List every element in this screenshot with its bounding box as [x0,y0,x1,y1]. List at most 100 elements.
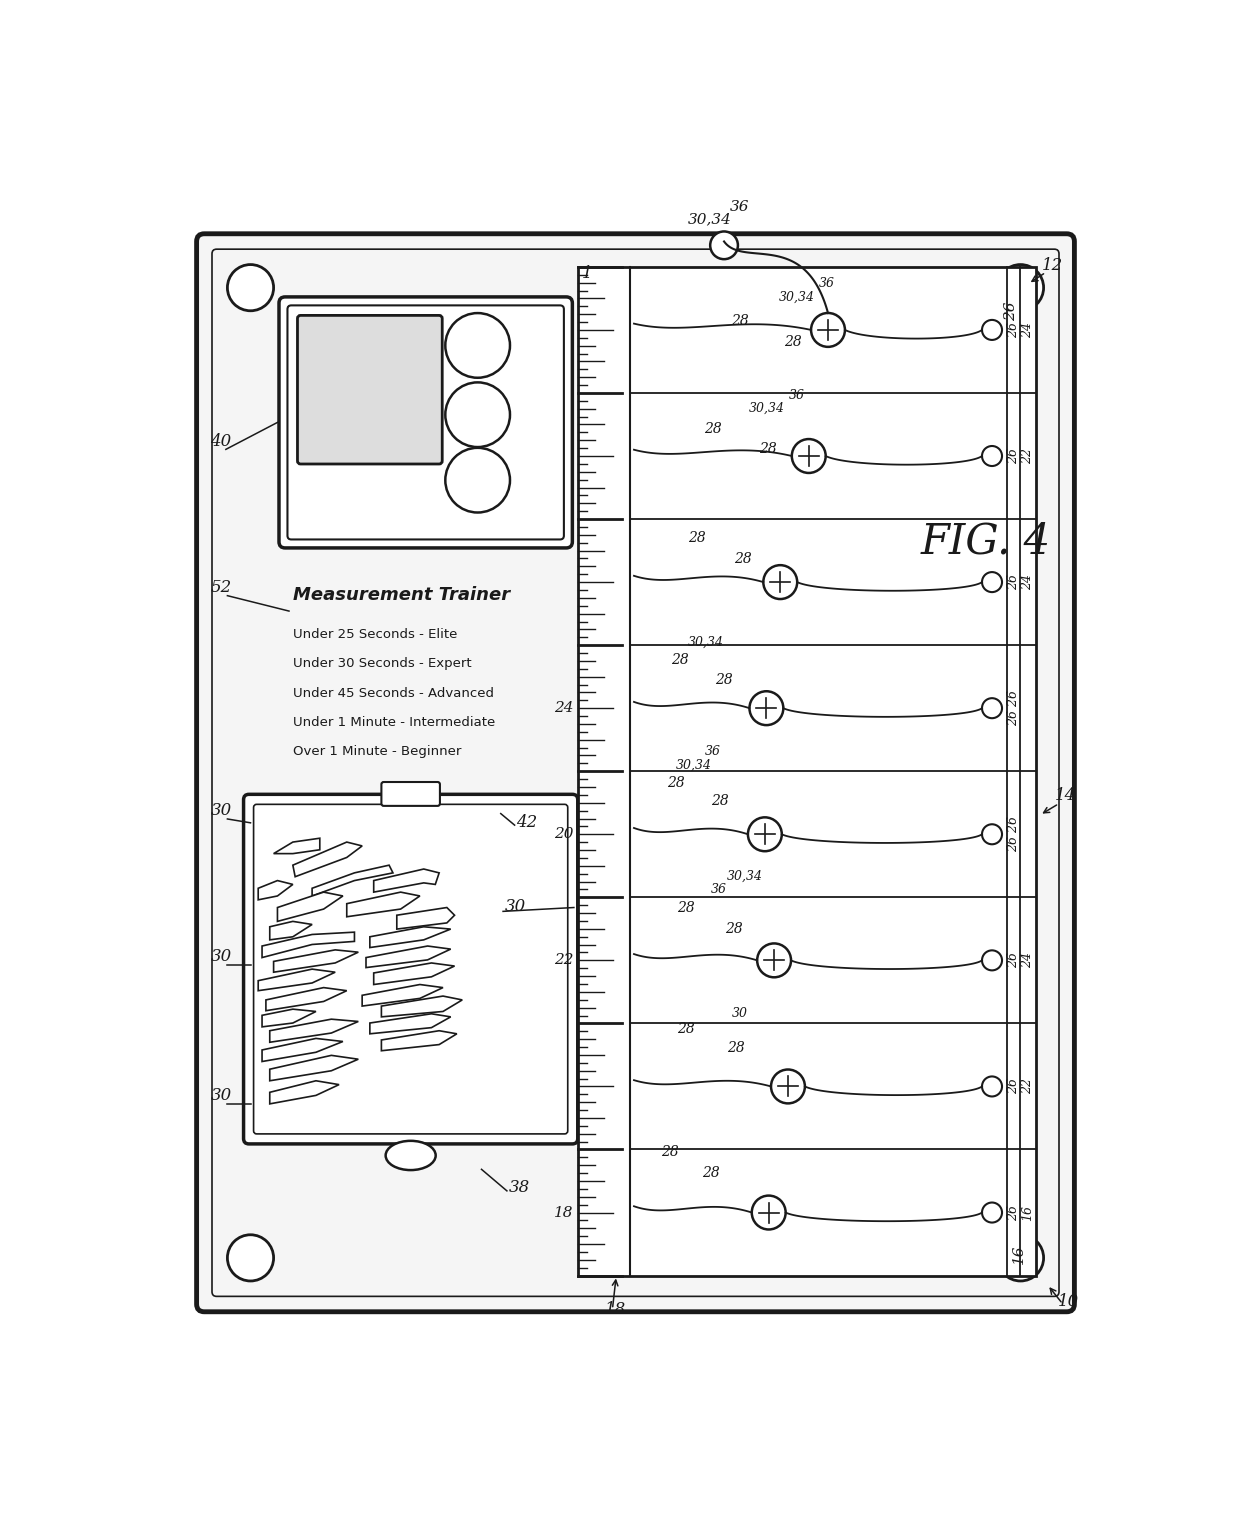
Polygon shape [382,1030,456,1050]
Text: 36: 36 [789,389,805,403]
FancyBboxPatch shape [243,795,578,1144]
Polygon shape [312,865,393,896]
Polygon shape [270,1055,358,1081]
Text: 28: 28 [734,553,753,566]
Polygon shape [373,963,455,984]
Text: 12: 12 [1042,257,1064,274]
Text: 30,34: 30,34 [688,637,724,649]
Text: FIG. 4: FIG. 4 [920,521,1050,562]
Circle shape [997,265,1044,311]
Text: 22: 22 [1021,449,1034,464]
Text: 36: 36 [729,199,749,214]
Circle shape [445,312,510,378]
Text: 28: 28 [715,674,733,687]
Text: 30,34: 30,34 [779,291,815,305]
Bar [578,266,1035,1275]
Text: 40: 40 [211,433,232,450]
Circle shape [982,1202,1002,1223]
Polygon shape [270,922,312,940]
Text: 42: 42 [516,813,537,831]
Text: 18: 18 [554,1205,574,1220]
Text: 26: 26 [1007,1205,1021,1220]
Text: 1: 1 [582,265,593,282]
Text: 16: 16 [1021,1205,1034,1220]
Circle shape [764,565,797,599]
Polygon shape [262,1038,343,1061]
Text: 30: 30 [211,802,232,819]
Polygon shape [362,984,443,1006]
Text: 28: 28 [677,1023,694,1036]
Text: Over 1 Minute - Beginner: Over 1 Minute - Beginner [293,746,461,758]
Text: 26 26: 26 26 [1007,816,1021,853]
Text: 26: 26 [1007,1078,1021,1095]
Circle shape [982,1076,1002,1096]
Text: 28: 28 [785,335,802,349]
Polygon shape [270,1020,358,1043]
Text: 38: 38 [508,1179,529,1196]
Text: 26: 26 [1004,302,1018,320]
Text: 28: 28 [667,776,684,790]
Text: 28: 28 [703,421,722,436]
Circle shape [982,320,1002,340]
Circle shape [982,824,1002,844]
Polygon shape [258,880,293,900]
Circle shape [982,698,1002,718]
Text: 24: 24 [554,701,574,715]
Circle shape [758,943,791,977]
Text: 28: 28 [730,314,748,328]
Text: Under 30 Seconds - Expert: Under 30 Seconds - Expert [293,657,471,671]
Polygon shape [397,908,455,929]
Text: 22: 22 [554,954,574,968]
Text: 30,34: 30,34 [749,403,785,415]
Polygon shape [370,926,450,948]
Text: 28: 28 [688,531,706,545]
Circle shape [997,1236,1044,1281]
Circle shape [751,1196,786,1229]
Text: 26: 26 [1007,322,1021,338]
Text: 28: 28 [759,442,776,456]
Text: 30: 30 [211,948,232,966]
Text: 26: 26 [1007,449,1021,464]
Polygon shape [278,893,343,922]
Polygon shape [347,893,420,917]
FancyBboxPatch shape [298,315,443,464]
Text: 28: 28 [727,1041,744,1055]
Circle shape [711,231,738,259]
Text: 30: 30 [211,1087,232,1104]
Text: 24: 24 [1021,574,1034,589]
Text: Under 1 Minute - Intermediate: Under 1 Minute - Intermediate [293,717,495,729]
Circle shape [445,383,510,447]
Ellipse shape [386,1141,435,1170]
Text: 30,34: 30,34 [688,213,732,227]
Text: 36: 36 [818,277,835,291]
Text: Measurement Trainer: Measurement Trainer [293,585,510,603]
Circle shape [445,449,510,513]
Text: 36: 36 [704,744,720,758]
Text: 30: 30 [505,899,526,916]
Text: 16: 16 [1012,1245,1025,1263]
Text: 52: 52 [211,579,232,596]
Text: 26: 26 [1007,952,1021,969]
Circle shape [792,439,826,473]
Text: 10: 10 [1058,1294,1079,1311]
Polygon shape [293,842,362,877]
Polygon shape [258,969,335,991]
Text: Under 45 Seconds - Advanced: Under 45 Seconds - Advanced [293,686,494,700]
Polygon shape [382,997,463,1017]
Text: 14: 14 [1055,787,1076,804]
Text: 28: 28 [702,1167,720,1180]
Polygon shape [270,1081,339,1104]
Polygon shape [370,1014,450,1033]
Text: 22: 22 [1021,1078,1034,1095]
Text: 24: 24 [1021,952,1034,969]
Polygon shape [274,837,320,854]
Circle shape [811,312,844,348]
Polygon shape [265,987,347,1010]
Text: 28: 28 [725,922,743,935]
FancyBboxPatch shape [197,234,1074,1312]
Circle shape [982,951,1002,971]
Circle shape [771,1070,805,1104]
Text: 36: 36 [711,882,727,896]
FancyBboxPatch shape [279,297,573,548]
Text: 28: 28 [671,652,689,666]
